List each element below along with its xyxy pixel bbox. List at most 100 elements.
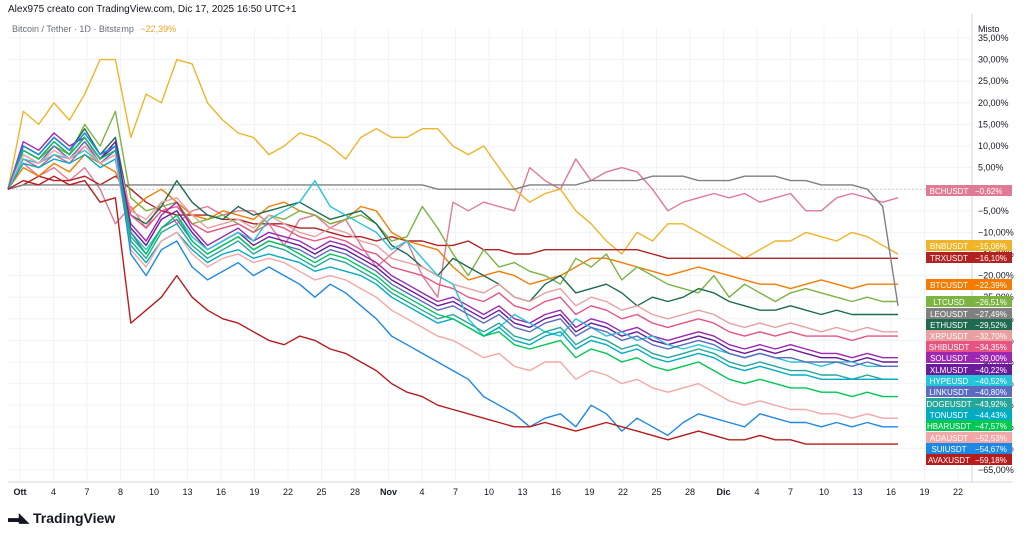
series-value-label: −54,67% <box>975 445 1007 454</box>
x-tick-label: 13 <box>852 487 862 497</box>
series-value-label: −44,43% <box>975 411 1007 420</box>
series-value-label: −26,51% <box>975 298 1007 307</box>
series-value-label: −43,92% <box>975 400 1007 409</box>
x-tick-label: 22 <box>953 487 963 497</box>
tradingview-logo-icon: ▬◣ <box>8 510 29 525</box>
series-line-bnbusdt[interactable] <box>7 58 899 259</box>
x-tick-label: 4 <box>754 487 759 497</box>
series-name-tag <box>926 185 972 196</box>
series-line-btcusdt[interactable] <box>7 153 898 290</box>
y-tick-label: 10,00% <box>978 141 1009 151</box>
x-tick-label: 13 <box>517 487 527 497</box>
x-tick-label: 22 <box>618 487 628 497</box>
y-tick-label: 25,00% <box>978 76 1009 86</box>
y-tick-label: −5,00% <box>978 206 1009 216</box>
x-tick-label: Dic <box>716 487 730 497</box>
series-value-label: −40,80% <box>975 388 1007 397</box>
series-value-label: −0,62% <box>975 187 1002 196</box>
series-name-tag <box>926 364 972 375</box>
scale-mode-label[interactable]: Misto <box>978 24 1000 34</box>
series-line-avaxusdt[interactable] <box>7 175 898 445</box>
series-name-tag <box>926 443 972 454</box>
series-name-tag <box>926 308 972 319</box>
symbol-change: −22,39% <box>140 24 177 34</box>
series-value-tag <box>972 341 1012 352</box>
series-name-tag <box>926 319 972 330</box>
x-tick-label: 7 <box>453 487 458 497</box>
series-name-label: LINKUSDT <box>929 388 969 397</box>
x-tick-label: 10 <box>819 487 829 497</box>
series-line-xlmusdt[interactable] <box>7 136 898 363</box>
series-value-label: −22,39% <box>975 281 1007 290</box>
x-tick-label: 28 <box>350 487 360 497</box>
series-value-tag <box>972 409 1012 420</box>
series-line-bchusdt[interactable] <box>7 158 899 298</box>
series-value-tag <box>972 330 1012 341</box>
series-line-solusdt[interactable] <box>7 132 898 359</box>
series-line-leousdt[interactable] <box>7 175 899 306</box>
x-tick-label: 22 <box>283 487 293 497</box>
x-tick-label: 16 <box>886 487 896 497</box>
x-tick-label: 7 <box>788 487 793 497</box>
series-value-tag <box>972 375 1012 386</box>
series-name-label: LEOUSDT <box>930 310 968 319</box>
tradingview-logo[interactable]: ▬◣ TradingView <box>8 510 115 526</box>
series-value-tag <box>972 296 1012 307</box>
series-line-hbarusdt[interactable] <box>7 136 898 398</box>
series-name-label: HBARUSDT <box>927 422 971 431</box>
series-line-adausdt[interactable] <box>7 145 898 419</box>
series-name-label: AVAXUSDT <box>928 456 970 465</box>
x-tick-label: 10 <box>484 487 494 497</box>
series-value-label: −59,18% <box>975 456 1007 465</box>
series-name-tag <box>926 432 972 443</box>
series-name-label: SHIBUSDT <box>929 343 970 352</box>
series-line-shibusdt[interactable] <box>7 145 898 342</box>
series-line-ethusdt[interactable] <box>7 127 898 316</box>
series-value-tag <box>972 252 1012 263</box>
series-name-label: LTCUSD <box>933 298 965 307</box>
y-tick-label: −20,00% <box>978 271 1014 281</box>
y-tick-label: 30,00% <box>978 55 1009 65</box>
series-name-label: BTCUSDT <box>930 281 968 290</box>
x-tick-label: 4 <box>51 487 56 497</box>
series-name-label: BCHUSDT <box>930 187 969 196</box>
series-value-tag <box>972 443 1012 454</box>
series-name-tag <box>926 352 972 363</box>
symbol-legend[interactable]: Bitcoin / Tether · 1D · Bitstamp −22,39% <box>12 24 176 34</box>
series-value-tag <box>972 279 1012 290</box>
x-tick-label: 4 <box>419 487 424 497</box>
series-value-label: −40,52% <box>975 377 1007 386</box>
series-value-label: −32,70% <box>975 332 1007 341</box>
series-value-label: −52,53% <box>975 434 1007 443</box>
series-name-label: ETHUSDT <box>930 321 968 330</box>
series-value-tag <box>972 386 1012 397</box>
series-value-label: −34,35% <box>975 343 1007 352</box>
x-tick-label: 25 <box>316 487 326 497</box>
series-value-tag <box>972 432 1012 443</box>
series-value-label: −39,00% <box>975 354 1007 363</box>
series-value-label: −27,49% <box>975 310 1007 319</box>
y-tick-label: 35,00% <box>978 33 1009 43</box>
series-value-tag <box>972 319 1012 330</box>
series-name-tag <box>926 409 972 420</box>
x-tick-label: 7 <box>84 487 89 497</box>
series-name-tag <box>926 252 972 263</box>
series-value-label: −29,52% <box>975 321 1007 330</box>
series-name-label: SUIUSDT <box>931 445 966 454</box>
series-line-dogeusdt[interactable] <box>7 132 898 380</box>
y-tick-label: −10,00% <box>978 227 1014 237</box>
x-tick-label: 19 <box>919 487 929 497</box>
x-tick-label: Nov <box>380 487 397 497</box>
series-value-tag <box>972 420 1012 431</box>
x-tick-label: 16 <box>216 487 226 497</box>
series-value-label: −16,10% <box>975 254 1007 263</box>
series-name-tag <box>926 279 972 290</box>
series-value-tag <box>972 352 1012 363</box>
series-value-tag <box>972 398 1012 409</box>
series-name-tag <box>926 398 972 409</box>
series-name-tag <box>926 296 972 307</box>
series-value-tag <box>972 308 1012 319</box>
series-name-label: XLMUSDT <box>930 366 968 375</box>
series-line-suiusdt[interactable] <box>7 132 898 437</box>
